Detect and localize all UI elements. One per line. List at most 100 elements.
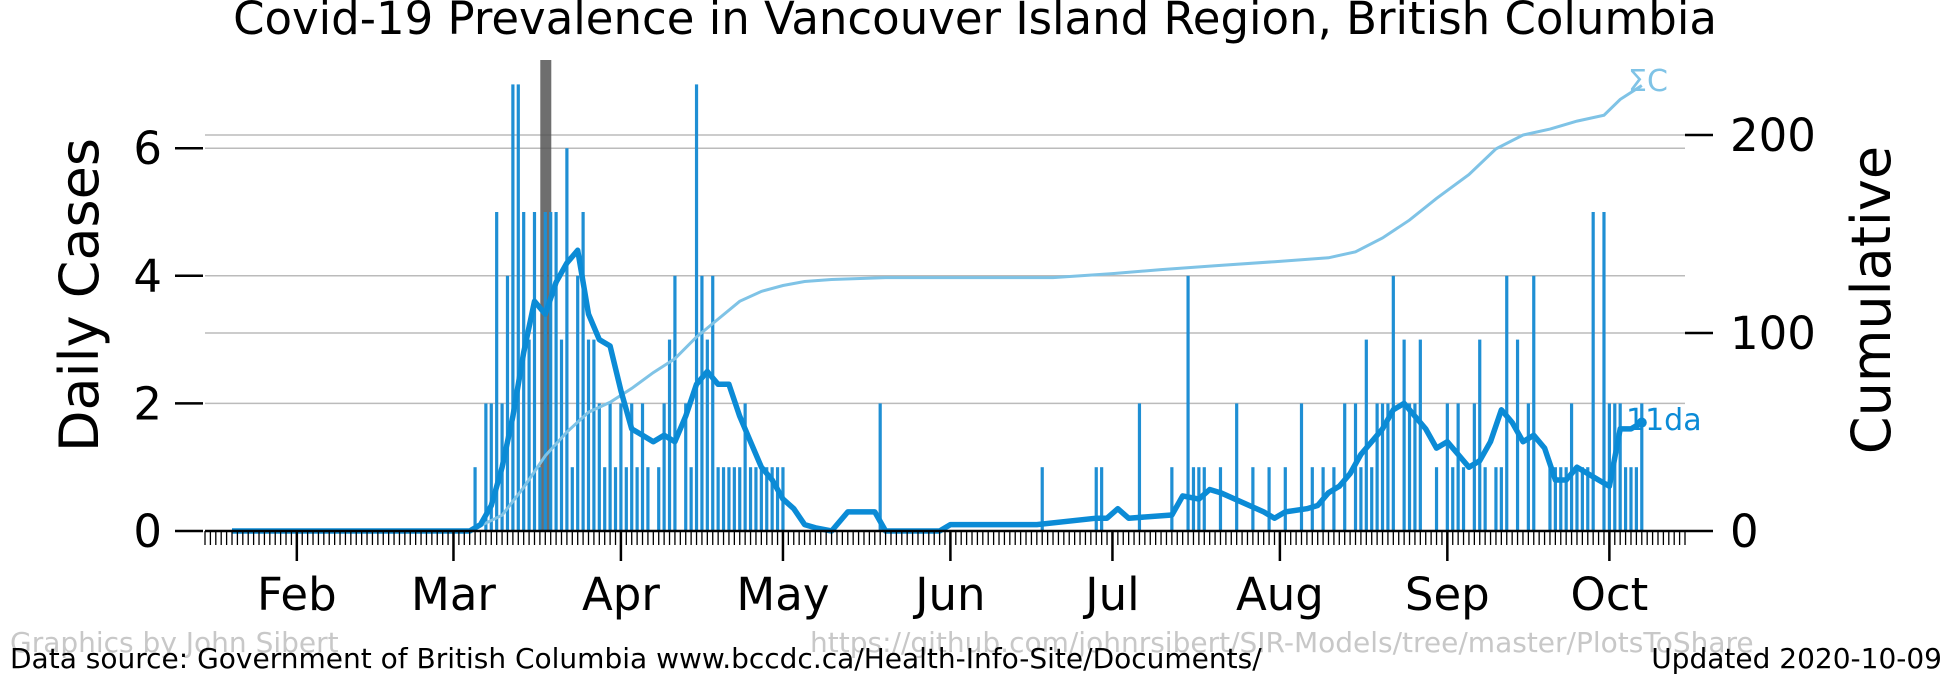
moving-average-polyline [232,247,1644,534]
daily-bar [743,403,747,531]
daily-bar [694,84,699,532]
daily-bar [1548,467,1552,531]
daily-bar [1559,467,1563,531]
daily-bar [1564,467,1568,531]
daily-bar [1586,467,1590,531]
daily-bar [1299,403,1304,531]
daily-bar [586,339,591,531]
axes: Feb Mar Apr May Jun Jul Aug Sep Oct 0 2 4 6 0 100 200 [133,109,1816,621]
daily-bar [748,467,753,531]
y-axis-label: Daily Cases [48,138,111,452]
daily-bar [1251,467,1255,531]
daily-bar [1235,403,1239,531]
daily-bar [1170,467,1174,531]
daily-bar [1526,403,1530,531]
daily-bar [1375,403,1379,531]
daily-bar [559,339,564,531]
daily-bar [613,467,618,531]
daily-bar [1283,467,1287,531]
x-tick-label: May [736,568,829,621]
daily-bar [1478,339,1482,531]
daily-bar [603,467,607,531]
daily-bar [1553,467,1557,531]
daily-bar [570,467,574,531]
daily-bar [1310,467,1314,531]
daily-bar [1418,339,1422,531]
daily-bar [1472,403,1476,531]
daily-bar [646,467,650,531]
daily-bar [1640,403,1644,531]
footer-source: Data source: Government of British Colum… [10,642,1262,675]
daily-bar [484,403,488,531]
y-tick-label: 2 [133,377,162,430]
daily-bar [576,275,580,531]
daily-bar [1434,467,1439,531]
daily-bar [711,275,715,531]
daily-bar [684,403,688,531]
y-tick-label: 6 [133,122,162,175]
daily-bar [759,467,763,531]
daily-bar [1343,403,1347,531]
daily-bar [597,403,601,531]
x-tick-label: Jun [912,568,985,621]
daily-bars [473,84,1644,532]
x-tick-label: Oct [1570,568,1648,621]
chart-title: Covid-19 Prevalence in Vancouver Island … [233,0,1717,45]
daily-bar [1629,467,1633,531]
daily-bar [522,212,526,531]
daily-bar [608,403,612,531]
footer-credit: Graphics by John Sibert [10,626,339,659]
x-tick-label: Mar [411,568,496,621]
daily-bar [527,339,531,531]
daily-bar [770,467,774,531]
daily-bar [1359,467,1363,531]
gridlines [205,134,1685,405]
daily-bar [1040,467,1044,531]
y-axis-label-right: Cumulative [1840,146,1903,454]
daily-bar [1267,467,1271,531]
daily-bar [549,212,553,531]
daily-bar [1370,467,1374,531]
daily-bar [662,403,666,531]
daily-bar [581,212,585,531]
daily-bar [495,212,499,531]
daily-bar [727,467,731,531]
daily-bar [705,339,709,531]
daily-bar [489,403,493,531]
daily-bar [1402,339,1406,531]
daily-bar [1461,467,1466,531]
daily-bar [538,467,542,531]
daily-bar [700,275,704,531]
y-tick-label: 4 [133,250,162,303]
daily-bar [473,467,477,531]
daily-bar [640,403,645,531]
daily-bar [754,467,758,531]
daily-bar [565,148,569,531]
daily-bar [657,467,661,531]
daily-bar [1413,403,1417,531]
daily-bar [635,467,639,531]
footer-url: https://github.com/johnrsibert/SIR-Model… [810,626,1754,659]
daily-bar [624,467,628,531]
daily-bar [1623,467,1628,531]
daily-bar [1494,467,1498,531]
cumulative-polyline [232,84,1643,533]
x-tick-label: Feb [257,568,337,621]
daily-bar [1137,403,1142,531]
daily-bar [1634,467,1638,531]
daily-bar [1505,275,1509,531]
daily-bar [592,339,596,531]
daily-bar [1391,275,1395,531]
daily-bar [1380,403,1385,531]
moving-average-line [232,247,1647,534]
daily-bar [732,467,736,531]
x-tick-label: Aug [1236,568,1324,621]
footer-updated: Updated 2020-10-09 [1651,642,1942,675]
daily-bar [1591,212,1595,531]
cumulative-series-label: ΣC [1628,64,1668,99]
daily-bar [1618,403,1622,531]
daily-bar [738,467,742,531]
daily-bar [1202,467,1206,531]
daily-bar [1575,467,1579,531]
